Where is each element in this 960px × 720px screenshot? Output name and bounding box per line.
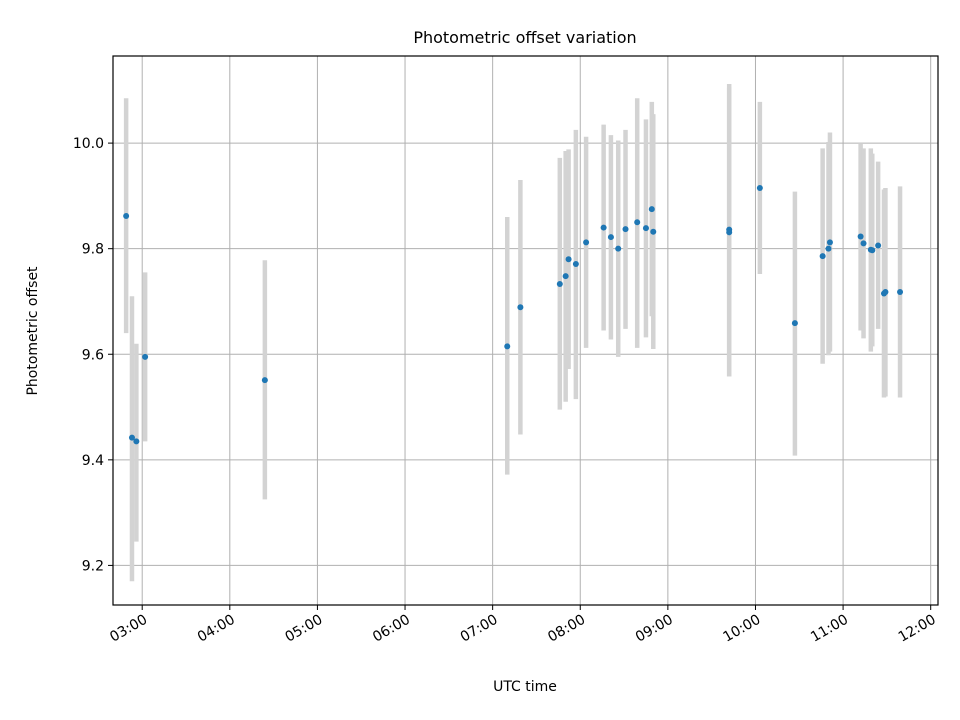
data-point <box>123 212 130 219</box>
data-point <box>869 247 876 254</box>
data-point <box>607 234 614 241</box>
data-point <box>565 256 572 263</box>
x-axis-label: UTC time <box>493 679 557 695</box>
data-point <box>857 233 864 240</box>
data-point <box>826 239 833 246</box>
data-point <box>860 240 867 247</box>
data-point <box>634 219 641 226</box>
data-point <box>261 377 268 384</box>
data-point <box>562 273 569 280</box>
data-point <box>615 245 622 252</box>
data-point <box>791 320 798 327</box>
data-point <box>556 281 563 288</box>
data-points <box>123 184 904 445</box>
data-point <box>882 288 889 295</box>
data-point <box>642 225 649 232</box>
data-point <box>133 438 140 445</box>
data-point <box>504 343 511 350</box>
y-tick-label: 9.2 <box>82 558 104 574</box>
y-axis-ticks: 9.2 9.4 9.6 9.8 10.0 <box>73 136 113 574</box>
y-tick-label: 9.6 <box>82 347 104 363</box>
grid-lines <box>113 56 938 605</box>
data-point <box>897 288 904 295</box>
y-tick-label: 9.8 <box>82 242 104 258</box>
data-point <box>648 206 655 213</box>
data-point <box>600 224 607 231</box>
y-tick-label: 10.0 <box>73 136 104 152</box>
data-point <box>875 242 882 249</box>
data-point <box>726 229 733 236</box>
data-point <box>622 226 629 233</box>
data-point <box>517 304 524 311</box>
data-point <box>142 353 149 360</box>
data-point <box>819 253 826 260</box>
y-axis-label: Photometric offset <box>25 266 41 396</box>
plot-frame <box>112 55 939 606</box>
data-point <box>583 239 590 246</box>
data-point <box>825 245 832 252</box>
data-point <box>756 184 763 191</box>
data-point <box>128 434 135 441</box>
chart-title: Photometric offset variation <box>413 28 636 47</box>
y-tick-label: 9.4 <box>82 453 104 469</box>
data-point <box>572 260 579 267</box>
data-point <box>650 228 657 235</box>
